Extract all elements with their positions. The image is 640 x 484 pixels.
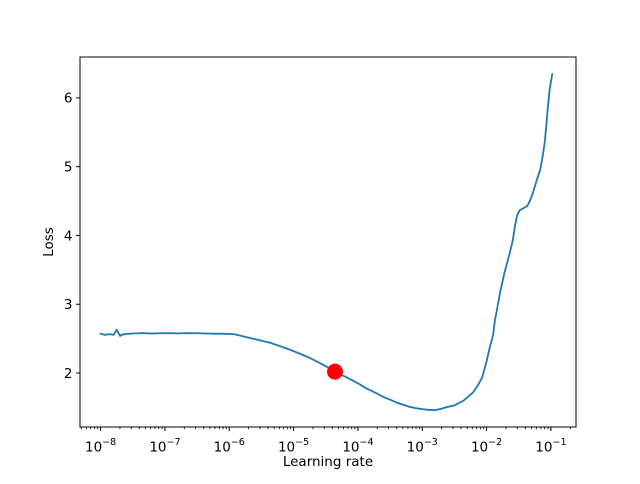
y-tick-label: 4 [64,228,73,244]
y-tick-label: 3 [64,297,73,313]
x-tick-label: 10−5 [278,437,309,456]
x-tick-label: 10−3 [407,437,438,456]
axes-frame [79,56,577,428]
x-axis-major-ticks: 10−8 10−7 10−6 10−5 10−4 10−3 10−2 10−1 [85,427,567,456]
x-tick-label: 10−2 [471,437,502,456]
x-tick-label: 10−6 [214,437,245,456]
y-tick-label: 6 [64,91,73,107]
y-axis-major-ticks: 2 3 4 5 6 [64,91,80,382]
y-axis-label: Loss [41,227,57,257]
loss-curve-line [99,72,554,412]
x-axis-label: Learning rate [283,454,373,470]
x-tick-label: 10−8 [85,437,116,456]
y-tick-label: 2 [64,366,73,382]
x-tick-label: 10−1 [535,437,566,456]
suggested-lr-marker-dot [326,363,343,380]
x-tick-label: 10−4 [342,437,373,456]
y-tick-label: 5 [64,159,73,175]
x-tick-label: 10−7 [149,437,180,456]
